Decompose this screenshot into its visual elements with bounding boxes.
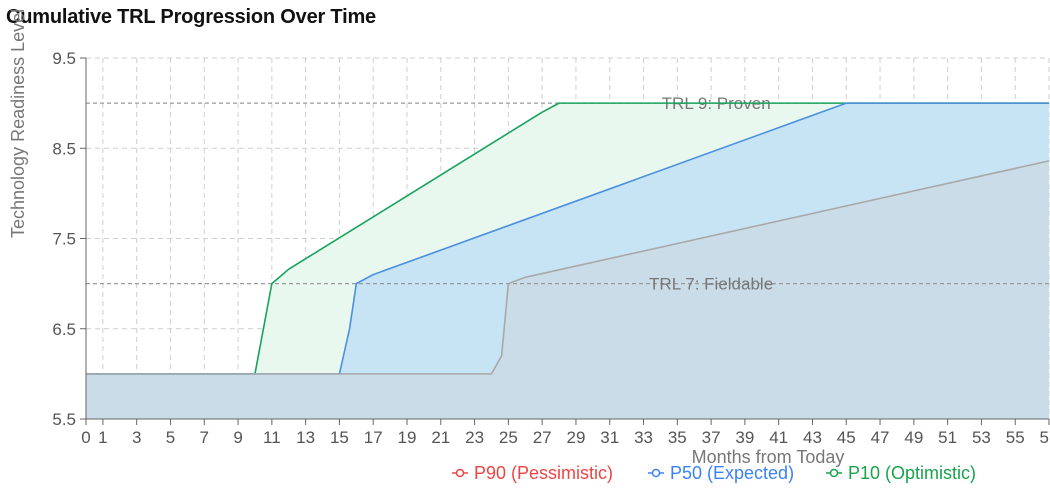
x-tick-label: 57: [1040, 428, 1050, 447]
x-tick-label: 17: [364, 428, 383, 447]
legend-label: P50 (Expected): [670, 463, 794, 483]
x-tick-label: 33: [634, 428, 653, 447]
legend-swatch-marker: [455, 468, 465, 478]
legend-item[interactable]: P90 (Pessimistic): [452, 463, 613, 483]
x-tick-label: 53: [972, 428, 991, 447]
x-tick-label: 0: [81, 428, 90, 447]
legend-label: P90 (Pessimistic): [474, 463, 613, 483]
x-tick-label: 15: [330, 428, 349, 447]
series-line: [86, 102, 1049, 375]
x-tick-label: 35: [668, 428, 687, 447]
y-axis-title: Technology Readiness Level: [8, 9, 28, 238]
legend-item[interactable]: P10 (Optimistic): [826, 463, 976, 483]
x-tick-label: 7: [200, 428, 209, 447]
x-tick-label: 5: [166, 428, 175, 447]
x-tick-label: 47: [871, 428, 890, 447]
reference-line-label: TRL 7: Fieldable: [649, 275, 773, 294]
legend-item[interactable]: P50 (Expected): [648, 463, 794, 483]
x-tick-label: 37: [702, 428, 721, 447]
x-tick-label: 21: [431, 428, 450, 447]
y-tick-label: 9.5: [52, 49, 76, 68]
y-tick-label: 5.5: [52, 410, 76, 429]
axes: 5.56.57.58.59.50 1 3 5 7 9 11 13 15 17 19 21 23 25 27 2…: [8, 9, 1050, 467]
y-tick-label: 8.5: [52, 139, 76, 158]
x-tick-label: 1: [98, 428, 107, 447]
x-tick-label: 49: [904, 428, 923, 447]
x-tick-label: 23: [465, 428, 484, 447]
chart-title: Cumulative TRL Progression Over Time: [6, 6, 376, 28]
legend-swatch-marker: [651, 468, 661, 478]
legend-label: P10 (Optimistic): [848, 463, 976, 483]
legend[interactable]: P90 (Pessimistic) P50 (Expected) P10 (Opti…: [452, 463, 976, 483]
x-tick-label: 25: [499, 428, 518, 447]
x-tick-label: 51: [938, 428, 957, 447]
series-area: [86, 160, 1049, 419]
series-line: [86, 160, 1050, 375]
x-axis-title: Months from Today: [692, 447, 845, 467]
x-tick-label: 27: [533, 428, 552, 447]
x-tick-label: 19: [398, 428, 417, 447]
legend-swatch-marker: [829, 468, 839, 478]
x-tick-label: 39: [735, 428, 754, 447]
x-tick-label: 29: [566, 428, 585, 447]
y-tick-label: 7.5: [52, 230, 76, 249]
x-tick-label: 13: [296, 428, 315, 447]
x-tick-label: 9: [233, 428, 242, 447]
x-tick-label: 41: [769, 428, 788, 447]
series-lines: [86, 102, 1050, 375]
y-tick-label: 6.5: [52, 320, 76, 339]
x-tick-label: 31: [600, 428, 619, 447]
x-tick-label: 43: [803, 428, 822, 447]
x-tick-label: 45: [837, 428, 856, 447]
x-tick-label: 3: [132, 428, 141, 447]
x-tick-label: 11: [263, 428, 281, 447]
x-tick-label: 55: [1006, 428, 1025, 447]
series-areas: [86, 103, 1049, 419]
